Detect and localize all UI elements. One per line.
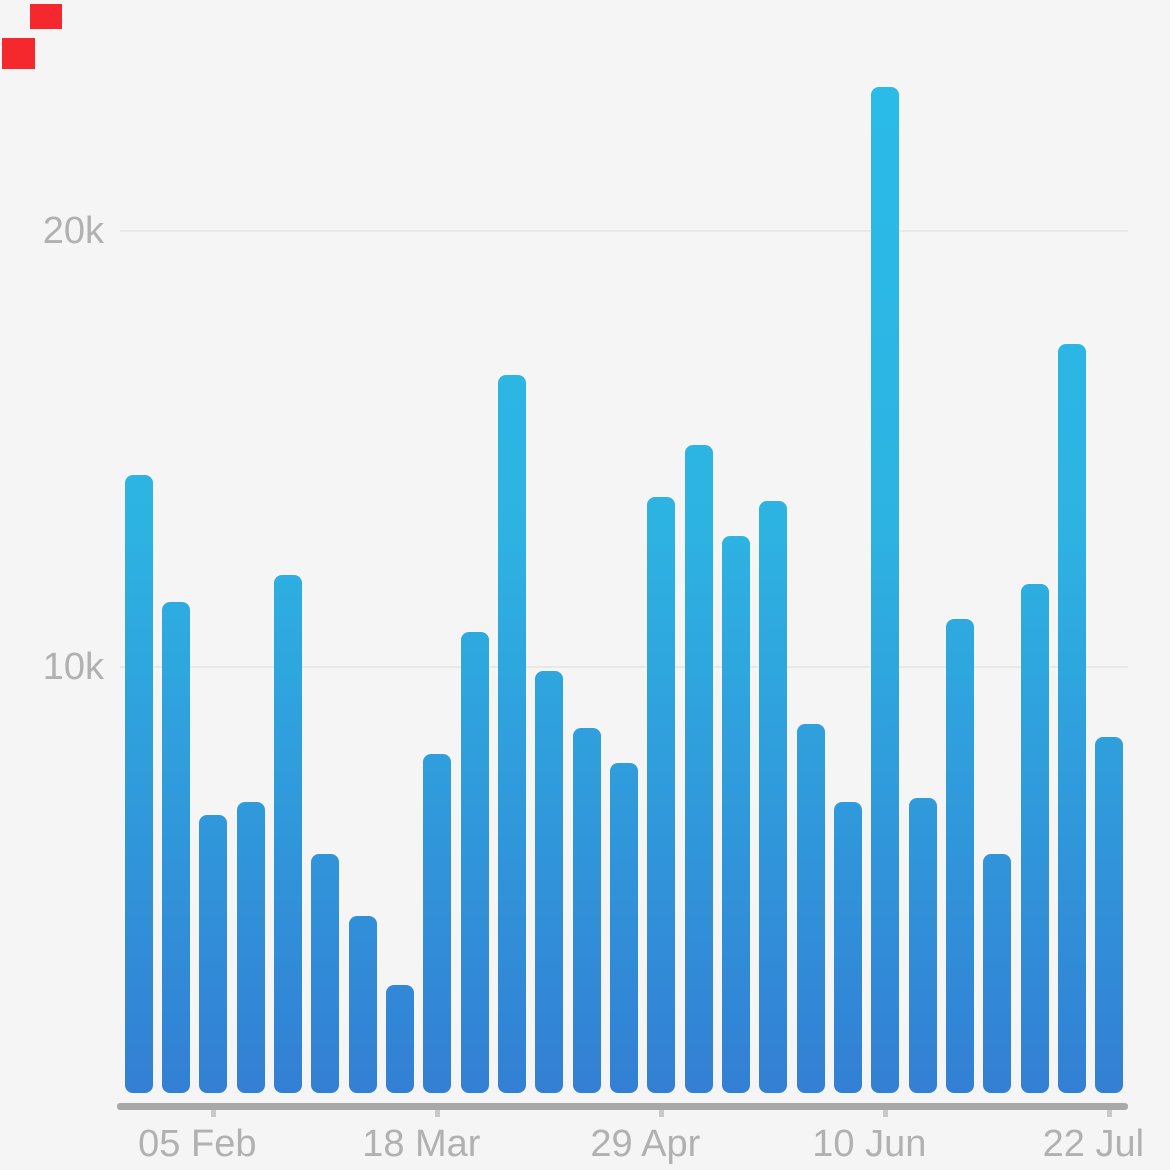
bar[interactable]: [572, 728, 601, 1093]
bar[interactable]: [348, 915, 377, 1093]
bar[interactable]: [1095, 736, 1124, 1093]
x-axis-tick: [1106, 1110, 1112, 1117]
bar[interactable]: [498, 374, 526, 1093]
bar[interactable]: [983, 854, 1012, 1093]
bar[interactable]: [311, 854, 340, 1093]
red-marker-left: [2, 38, 35, 69]
x-axis-tick: [434, 1110, 440, 1117]
x-axis-label: 10 Jun: [812, 1123, 927, 1165]
bar[interactable]: [796, 723, 825, 1093]
bar[interactable]: [386, 985, 414, 1093]
bar[interactable]: [460, 632, 489, 1093]
bar[interactable]: [199, 815, 228, 1093]
x-axis-label: 29 Apr: [590, 1123, 701, 1165]
red-marker-top: [30, 4, 62, 29]
gridline-20k: [120, 230, 1128, 232]
bar[interactable]: [610, 762, 638, 1093]
bar[interactable]: [274, 575, 302, 1093]
bar[interactable]: [908, 797, 937, 1093]
bar[interactable]: [722, 536, 750, 1093]
x-axis-label: 05 Feb: [138, 1123, 257, 1165]
x-axis-tick: [882, 1110, 888, 1117]
bar[interactable]: [162, 601, 190, 1093]
bar[interactable]: [1020, 584, 1049, 1093]
bar[interactable]: [423, 754, 452, 1093]
bar[interactable]: [684, 444, 713, 1093]
bar[interactable]: [871, 87, 900, 1093]
x-axis-tick: [658, 1110, 664, 1117]
bar[interactable]: [834, 802, 862, 1093]
bar[interactable]: [759, 501, 788, 1093]
y-axis-label: 10k: [42, 646, 104, 688]
x-axis-line: [117, 1103, 1128, 1110]
y-axis-label: 20k: [42, 210, 104, 252]
bar[interactable]: [946, 619, 974, 1093]
bar[interactable]: [124, 475, 153, 1093]
x-axis-label: 22 Jul: [1042, 1123, 1145, 1165]
x-axis-label: 18 Mar: [362, 1123, 481, 1165]
bar[interactable]: [647, 496, 676, 1093]
gridline-10k: [120, 666, 1128, 668]
bar[interactable]: [236, 802, 265, 1093]
bar[interactable]: [1058, 344, 1086, 1093]
x-axis-tick: [210, 1110, 216, 1117]
bar[interactable]: [535, 671, 564, 1093]
